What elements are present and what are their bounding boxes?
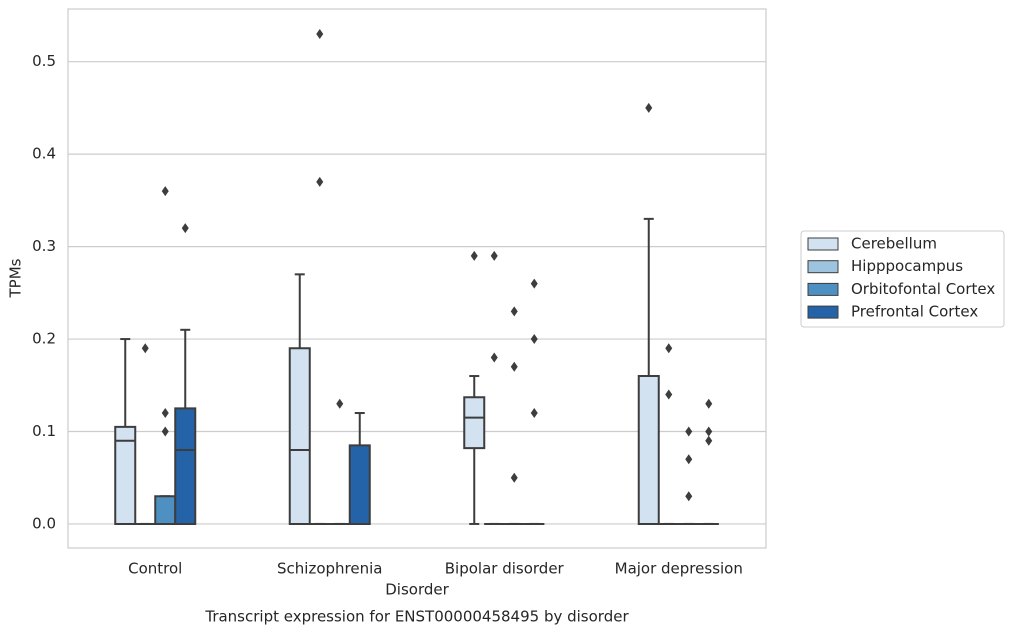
chart-title: Transcript expression for ENST0000045849… xyxy=(204,608,629,626)
box xyxy=(174,407,197,525)
y-tick-label: 0.5 xyxy=(32,52,56,70)
outlier xyxy=(161,426,169,437)
outlier xyxy=(490,352,498,363)
outlier xyxy=(316,28,324,39)
outlier xyxy=(685,426,693,437)
y-tick-label: 0.0 xyxy=(32,514,56,532)
y-tick-label: 0.3 xyxy=(32,237,56,255)
legend-swatch xyxy=(807,237,839,251)
outlier xyxy=(161,186,169,197)
y-tick-label: 0.2 xyxy=(32,330,56,348)
outlier xyxy=(705,435,713,446)
outlier xyxy=(665,343,673,354)
legend-swatch xyxy=(807,305,839,319)
x-tick-label: Major depression xyxy=(615,560,743,578)
x-tick-label: Control xyxy=(128,560,182,578)
box xyxy=(288,347,311,525)
outlier xyxy=(685,491,693,502)
box xyxy=(637,375,660,525)
outlier xyxy=(530,408,538,419)
y-tick-label: 0.4 xyxy=(32,145,56,163)
box xyxy=(463,396,486,450)
outlier xyxy=(530,278,538,289)
x-tick-label: Bipolar disorder xyxy=(445,560,565,578)
legend-label: Prefrontal Cortex xyxy=(851,303,978,321)
outlier xyxy=(645,102,653,113)
outlier xyxy=(181,223,189,234)
plot-area xyxy=(67,8,767,549)
y-axis-label: TPMs xyxy=(7,258,25,298)
outlier xyxy=(470,250,478,261)
outlier xyxy=(510,472,518,483)
box xyxy=(154,495,177,525)
outlier xyxy=(336,398,344,409)
y-tick-label: 0.1 xyxy=(32,422,56,440)
x-tick-label: Schizophrenia xyxy=(277,560,382,578)
legend xyxy=(800,230,1005,328)
legend-swatch xyxy=(807,260,839,274)
legend-swatch xyxy=(807,282,839,296)
box xyxy=(348,444,371,525)
outlier xyxy=(490,250,498,261)
outlier xyxy=(510,361,518,372)
outlier xyxy=(510,306,518,317)
outlier xyxy=(316,176,324,187)
outlier xyxy=(705,398,713,409)
legend-label: Hipppocampus xyxy=(851,257,963,275)
x-axis-label: Disorder xyxy=(385,581,449,599)
outlier xyxy=(705,426,713,437)
legend-label: Orbitofontal Cortex xyxy=(851,280,995,298)
outlier xyxy=(665,389,673,400)
outlier xyxy=(161,408,169,419)
outlier xyxy=(141,343,149,354)
legend-label: Cerebellum xyxy=(851,235,937,253)
outlier xyxy=(530,334,538,345)
outlier xyxy=(685,454,693,465)
